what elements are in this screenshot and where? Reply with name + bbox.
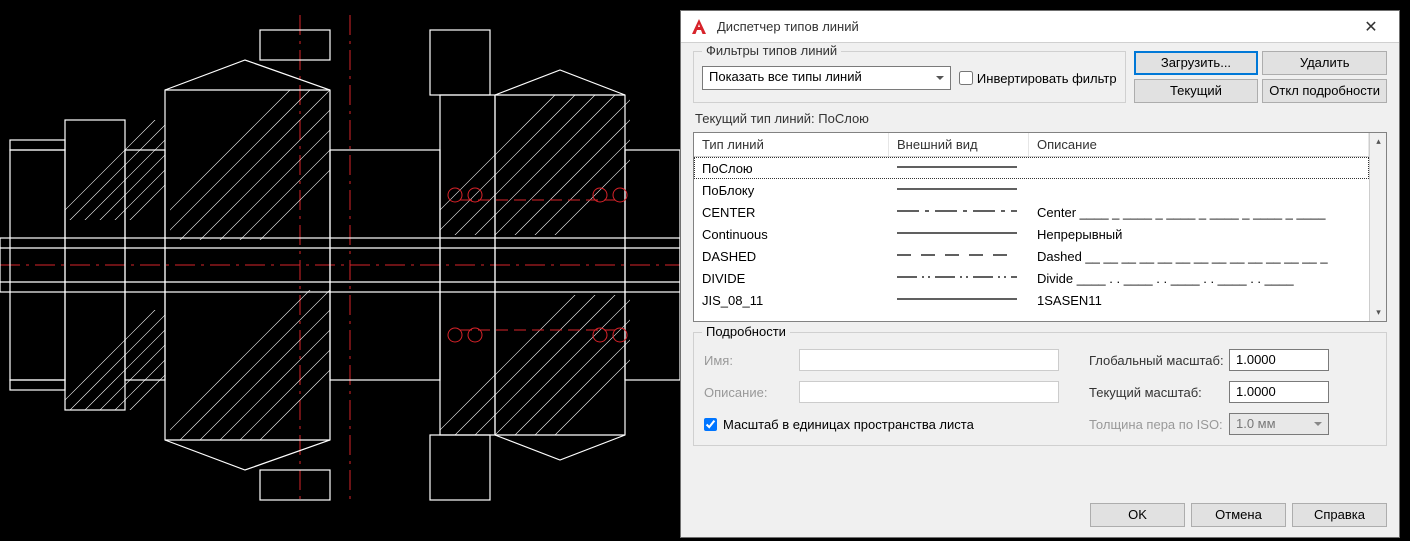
header-look[interactable]: Внешний вид xyxy=(889,133,1029,156)
invert-filter-label: Инвертировать фильтр xyxy=(977,71,1117,86)
filter-select[interactable]: Показать все типы линий xyxy=(702,66,951,90)
global-scale-label: Глобальный масштаб: xyxy=(1059,353,1229,368)
close-button[interactable]: ✕ xyxy=(1351,17,1391,37)
cell-name: Continuous xyxy=(694,227,889,242)
cell-sample xyxy=(889,248,1029,265)
titlebar: Диспетчер типов линий ✕ xyxy=(681,11,1399,43)
desc-label: Описание: xyxy=(704,385,799,400)
cell-name: ПоБлоку xyxy=(694,183,889,198)
scrollbar[interactable]: ▴ ▾ xyxy=(1369,133,1386,321)
paper-scale-label: Масштаб в единицах пространства листа xyxy=(723,417,974,432)
dialog-title: Диспетчер типов линий xyxy=(717,19,1351,34)
cancel-button[interactable]: Отмена xyxy=(1191,503,1286,527)
cell-sample xyxy=(889,204,1029,221)
top-panel: Фильтры типов линий Показать все типы ли… xyxy=(681,43,1399,107)
cell-desc: 1SASEN11 xyxy=(1029,293,1369,308)
desc-field[interactable] xyxy=(799,381,1059,403)
header-name[interactable]: Тип линий xyxy=(694,133,889,156)
table-row[interactable]: ПоСлою xyxy=(694,157,1369,179)
action-buttons: Загрузить... Удалить Текущий Откл подроб… xyxy=(1134,51,1387,103)
cad-drawing xyxy=(0,0,680,538)
iso-pen-field: 1.0 мм xyxy=(1229,413,1329,435)
paper-scale-checkbox[interactable]: Масштаб в единицах пространства листа xyxy=(704,417,1059,432)
current-scale-field[interactable]: 1.0000 xyxy=(1229,381,1329,403)
filter-legend: Фильтры типов линий xyxy=(702,43,841,58)
current-scale-label: Текущий масштаб: xyxy=(1059,385,1229,400)
cell-name: DIVIDE xyxy=(694,271,889,286)
current-linetype-label: Текущий тип линий: ПоСлою xyxy=(681,107,1399,132)
cell-sample xyxy=(889,182,1029,199)
cad-viewport xyxy=(0,0,680,538)
cell-sample xyxy=(889,160,1029,177)
name-label: Имя: xyxy=(704,353,799,368)
table-row[interactable]: JIS_08_11 1SASEN11 xyxy=(694,289,1369,311)
table-row[interactable]: DASHED Dashed __ __ __ __ __ __ __ __ __ … xyxy=(694,245,1369,267)
iso-pen-label: Толщина пера по ISO: xyxy=(1059,417,1229,432)
app-icon xyxy=(689,17,709,37)
table-row[interactable]: ПоБлоку xyxy=(694,179,1369,201)
footer: OK Отмена Справка xyxy=(681,493,1399,537)
cell-sample xyxy=(889,270,1029,287)
cell-sample xyxy=(889,292,1029,309)
header-desc[interactable]: Описание xyxy=(1029,133,1369,156)
cell-name: ПоСлою xyxy=(694,161,889,176)
ok-button[interactable]: OK xyxy=(1090,503,1185,527)
current-button[interactable]: Текущий xyxy=(1134,79,1259,103)
table-row[interactable]: Continuous Непрерывный xyxy=(694,223,1369,245)
cell-name: CENTER xyxy=(694,205,889,220)
details-legend: Подробности xyxy=(702,324,790,339)
toggle-details-button[interactable]: Откл подробности xyxy=(1262,79,1387,103)
details-group: Подробности Имя: Глобальный масштаб: 1.0… xyxy=(693,332,1387,446)
table-row[interactable]: CENTER Center ____ _ ____ _ ____ _ ____ _… xyxy=(694,201,1369,223)
cell-desc: Dashed __ __ __ __ __ __ __ __ __ __ __ … xyxy=(1029,249,1369,264)
scroll-up-icon[interactable]: ▴ xyxy=(1370,133,1387,150)
global-scale-field[interactable]: 1.0000 xyxy=(1229,349,1329,371)
table-row[interactable]: DIVIDE Divide ____ . . ____ . . ____ . . … xyxy=(694,267,1369,289)
linetype-manager-dialog: Диспетчер типов линий ✕ Фильтры типов ли… xyxy=(680,10,1400,538)
paper-scale-input[interactable] xyxy=(704,418,717,431)
name-field[interactable] xyxy=(799,349,1059,371)
cell-sample xyxy=(889,226,1029,243)
cell-desc: Непрерывный xyxy=(1029,227,1369,242)
table-header: Тип линий Внешний вид Описание xyxy=(694,133,1369,157)
invert-filter-checkbox[interactable]: Инвертировать фильтр xyxy=(959,71,1117,86)
cell-desc: Center ____ _ ____ _ ____ _ ____ _ ____ … xyxy=(1029,205,1369,220)
scroll-down-icon[interactable]: ▾ xyxy=(1370,304,1387,321)
help-button[interactable]: Справка xyxy=(1292,503,1387,527)
cell-name: DASHED xyxy=(694,249,889,264)
load-button[interactable]: Загрузить... xyxy=(1134,51,1259,75)
filter-select-value: Показать все типы линий xyxy=(709,69,862,84)
invert-filter-input[interactable] xyxy=(959,71,973,85)
cell-name: JIS_08_11 xyxy=(694,293,889,308)
delete-button[interactable]: Удалить xyxy=(1262,51,1387,75)
linetype-table: Тип линий Внешний вид Описание ПоСлою ПоБ… xyxy=(693,132,1387,322)
cell-desc: Divide ____ . . ____ . . ____ . . ____ .… xyxy=(1029,271,1369,286)
filter-group: Фильтры типов линий Показать все типы ли… xyxy=(693,51,1126,103)
